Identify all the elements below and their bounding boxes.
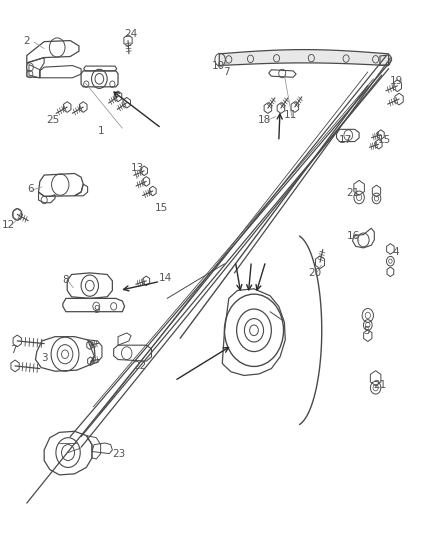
Text: 1: 1 [97, 126, 104, 136]
Text: 14: 14 [159, 273, 173, 283]
Text: 24: 24 [124, 29, 138, 39]
Text: 17: 17 [339, 135, 352, 145]
Text: 9: 9 [93, 305, 99, 315]
Text: 15: 15 [378, 135, 391, 145]
Polygon shape [219, 50, 389, 66]
Text: 15: 15 [155, 203, 168, 213]
Text: 19: 19 [389, 77, 403, 86]
Text: 22: 22 [133, 361, 146, 372]
Text: 23: 23 [113, 449, 126, 458]
Text: 13: 13 [131, 163, 144, 173]
Text: 5: 5 [364, 326, 370, 336]
Text: 20: 20 [308, 268, 321, 278]
Text: 3: 3 [41, 353, 47, 363]
Text: 4: 4 [393, 247, 399, 256]
Text: 11: 11 [284, 110, 297, 120]
Text: 8: 8 [63, 275, 69, 285]
Text: 21: 21 [373, 379, 387, 390]
Text: 2: 2 [24, 36, 30, 45]
Text: 18: 18 [258, 115, 272, 125]
Text: 16: 16 [347, 231, 360, 241]
Text: 12: 12 [2, 220, 15, 230]
Text: 6: 6 [27, 184, 34, 195]
Text: 10: 10 [212, 61, 226, 70]
Text: 7: 7 [223, 68, 230, 77]
Text: 21: 21 [346, 188, 359, 198]
Text: 25: 25 [46, 115, 60, 125]
Text: 7: 7 [11, 345, 17, 356]
